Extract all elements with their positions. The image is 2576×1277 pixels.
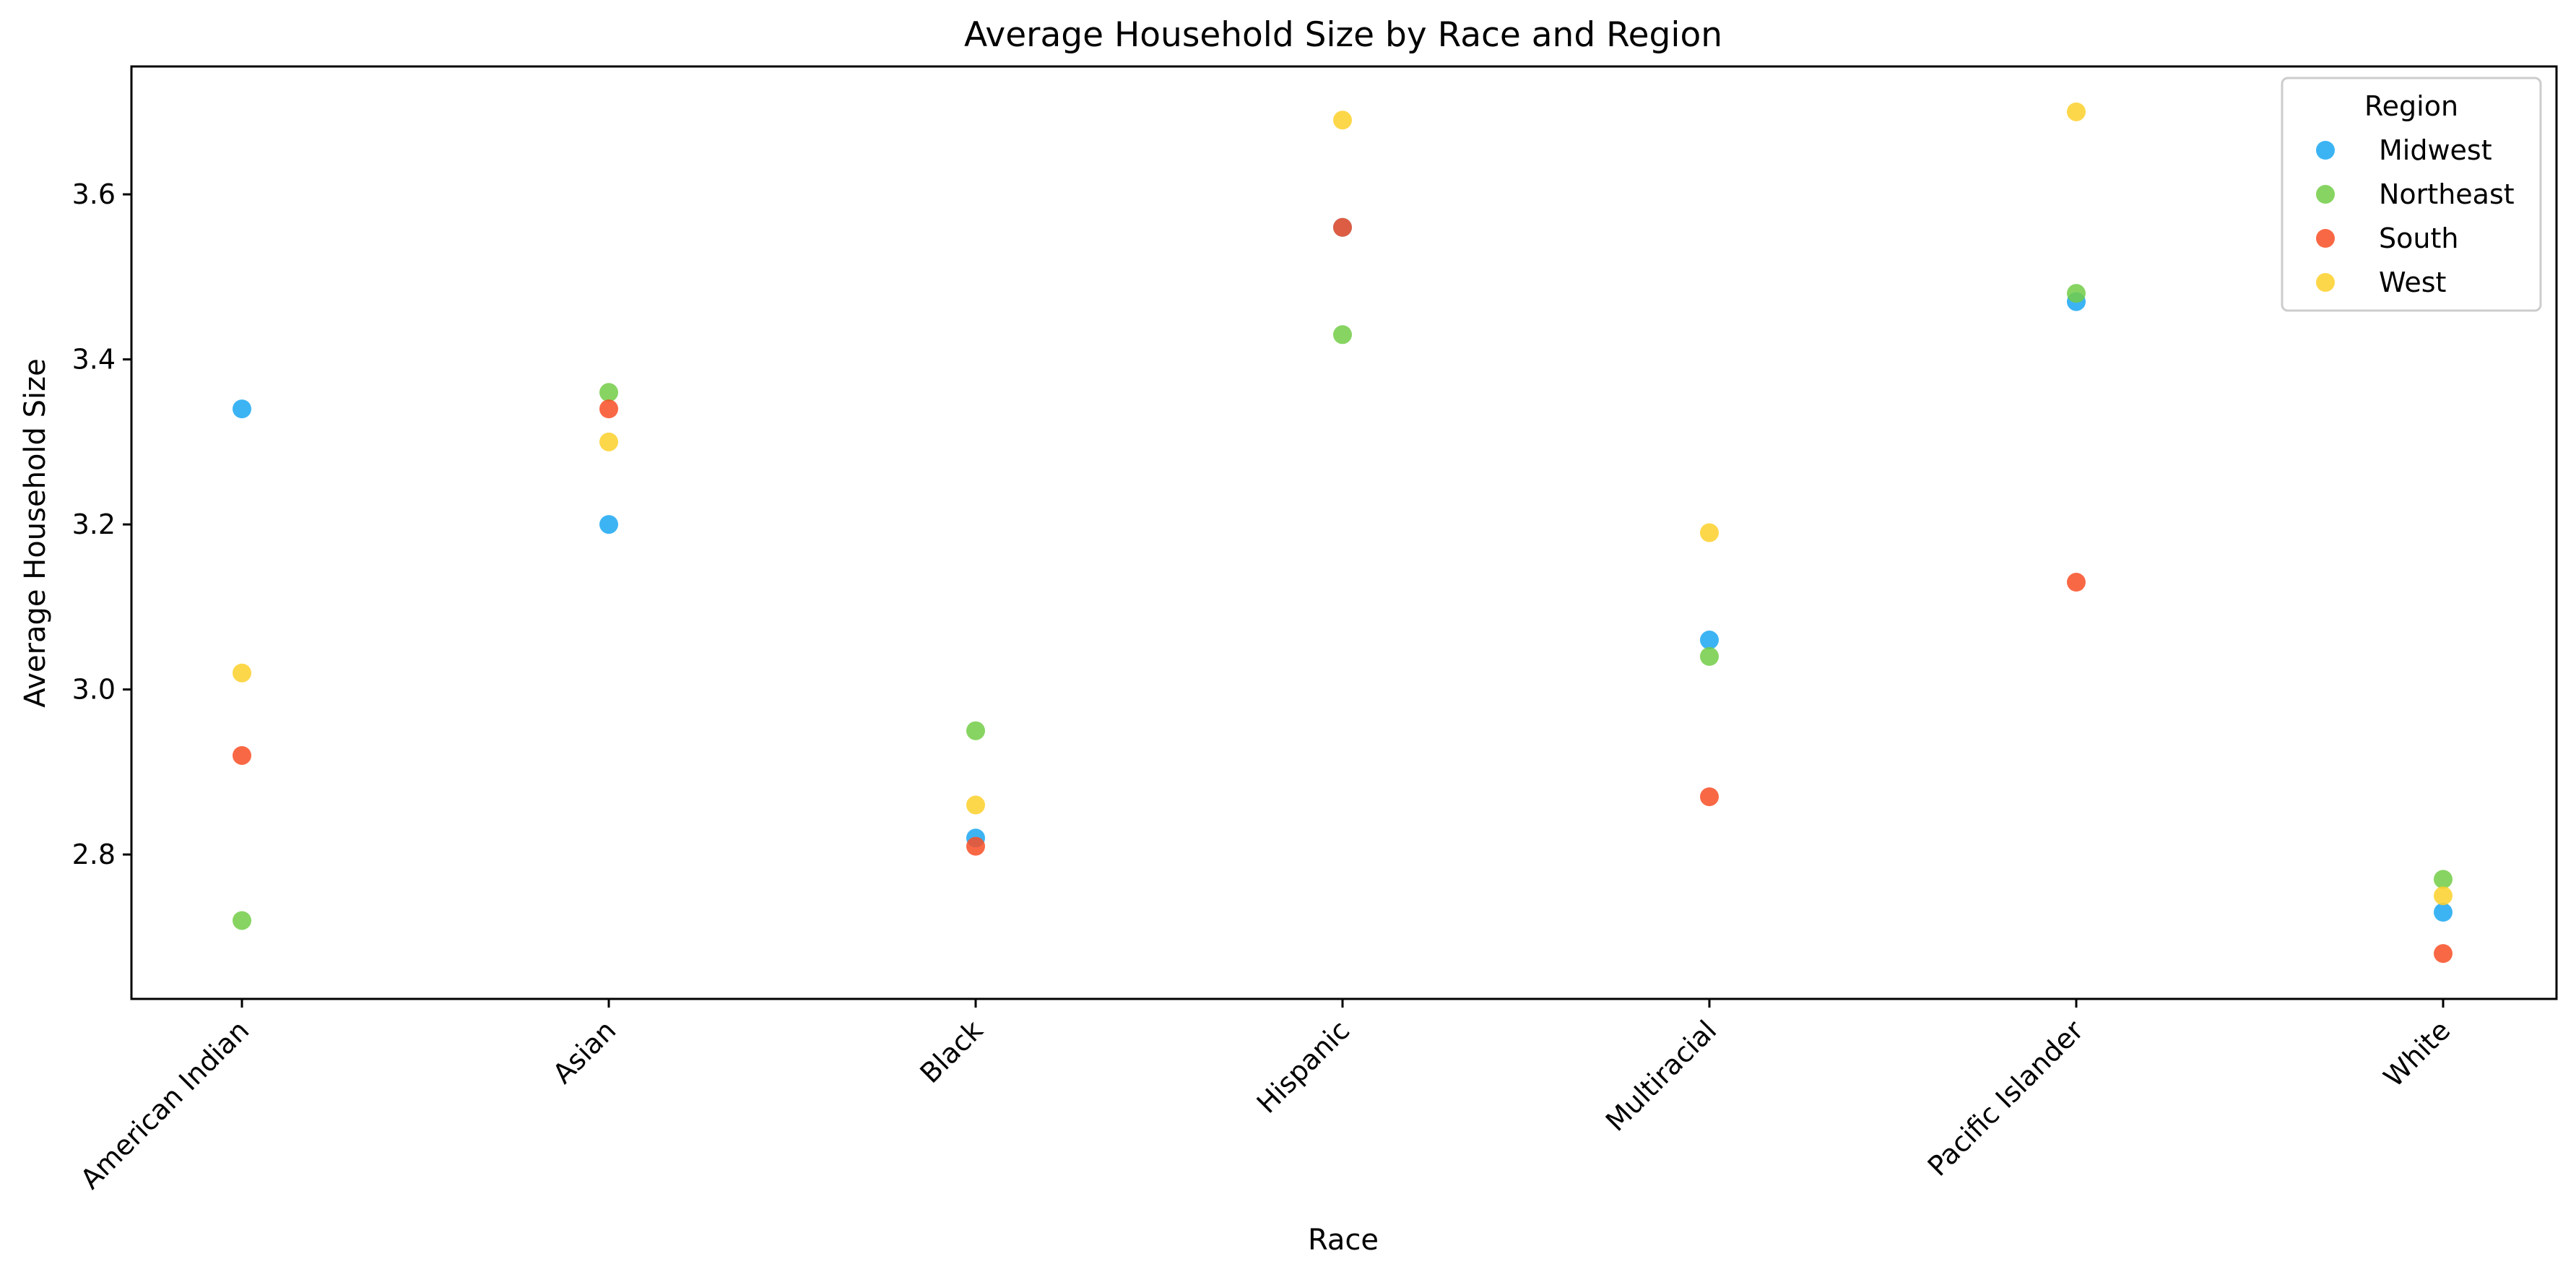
point-northeast: Northeast – Black: 2.95 <box>966 721 985 740</box>
point-northeast: Northeast – American Indian: 2.72 <box>233 911 251 930</box>
legend-marker-midwest <box>2316 141 2335 160</box>
y-tick-label: 3.6 <box>72 178 116 210</box>
x-tick-label: Asian <box>547 1014 622 1089</box>
point-south: South – White: 2.68 <box>2434 944 2453 964</box>
point-northeast: Northeast – Hispanic: 3.43 <box>1333 325 1352 345</box>
chart-title: Average Household Size by Race and Regio… <box>964 15 1722 55</box>
point-northeast: Northeast – Pacific Islander: 3.48 <box>2067 284 2086 303</box>
y-tick-label: 3.4 <box>72 344 116 376</box>
y-tick-label: 3.2 <box>72 508 116 540</box>
x-tick-label: Black <box>914 1014 989 1089</box>
point-northeast: Northeast – Asian: 3.36 <box>599 383 618 402</box>
y-tick-label: 3.0 <box>72 674 116 706</box>
legend: Region Midwest Northeast South West <box>2281 77 2542 312</box>
data-points: Midwest – American Indian: 3.34 Midwest –… <box>233 102 2453 964</box>
y-axis-label: Average Household Size <box>19 358 52 707</box>
axis-ticks: 2.8 3.0 3.2 3.4 3.6 American Indian Asian Black… <box>72 178 2457 1195</box>
x-axis-label: Race <box>1308 1224 1379 1257</box>
plot-frame <box>130 65 2558 1000</box>
point-west: West – Multiracial: 3.19 <box>1700 523 1719 542</box>
point-south: South – American Indian: 2.92 <box>233 745 251 765</box>
x-tick-label: American Indian <box>74 1014 256 1195</box>
point-west: West – American Indian: 3.02 <box>233 663 251 683</box>
point-midwest: Midwest – White: 2.73 <box>2434 903 2453 922</box>
point-south: South – Pacific Islander: 3.13 <box>2067 573 2086 592</box>
point-west: West – Asian: 3.3 <box>599 432 618 451</box>
x-tick-label: Hispanic <box>1251 1014 1356 1120</box>
point-west: West – Black: 2.86 <box>966 795 985 815</box>
x-tick-label: Pacific Islander <box>1922 1014 2090 1182</box>
legend-marker-northeast <box>2316 185 2335 204</box>
legend-box <box>2281 77 2542 312</box>
legend-marker-west <box>2316 273 2335 292</box>
point-northeast: Northeast – Multiracial: 3.04 <box>1700 646 1719 666</box>
legend-label-south: South <box>2379 222 2458 254</box>
point-west: West – White: 2.75 <box>2434 886 2453 906</box>
point-south: South – Asian: 3.34 <box>599 399 618 419</box>
legend-label-west: West <box>2379 267 2446 298</box>
point-south: South – Multiracial: 2.87 <box>1700 787 1719 807</box>
point-west: West – Pacific Islander: 3.7 <box>2067 102 2086 121</box>
legend-title: Region <box>2364 90 2458 122</box>
point-midwest: Midwest – Asian: 3.2 <box>599 515 618 534</box>
legend-marker-south <box>2316 229 2335 248</box>
legend-label-northeast: Northeast <box>2379 178 2515 210</box>
point-west: West – Hispanic: 3.69 <box>1333 111 1352 130</box>
point-midwest: Midwest – Multiracial: 3.06 <box>1700 631 1719 650</box>
point-northeast: Northeast – White: 2.77 <box>2434 870 2453 889</box>
point-south: South – Black: 2.81 <box>966 836 985 856</box>
x-tick-label: White <box>2377 1014 2456 1093</box>
y-tick-label: 2.8 <box>72 839 116 870</box>
x-tick-label: Multiracial <box>1600 1014 1722 1137</box>
point-south: South – Hispanic: 3.56 <box>1333 217 1352 237</box>
point-midwest: Midwest – American Indian: 3.34 <box>233 399 251 419</box>
legend-label-midwest: Midwest <box>2379 134 2492 166</box>
